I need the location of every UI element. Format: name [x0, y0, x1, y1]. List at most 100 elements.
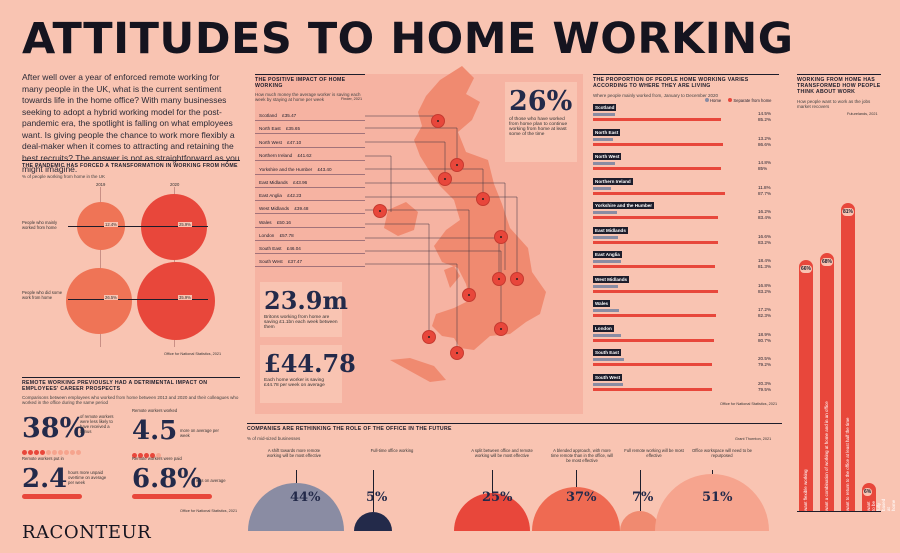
- region-value: £35.47: [282, 113, 297, 118]
- transformed-baseline: [797, 511, 881, 512]
- transformed-bar: [841, 203, 855, 511]
- proportion-sep-bar: [593, 265, 715, 268]
- proportion-home-value: 13.2%: [758, 135, 772, 141]
- stat-box-percent: 26% of those who have worked from home p…: [505, 82, 577, 162]
- positive-header: THE POSITIVE IMPACT OF HOME WORKING: [255, 74, 365, 89]
- office-label: Office workspace will need to be repurpo…: [692, 448, 752, 458]
- pin-north-west: [438, 172, 452, 186]
- region-row-west-midlands: West Midlands £39.48: [255, 203, 365, 214]
- stat-bonus-text: of remote workers were less likely to ha…: [80, 414, 114, 434]
- office-leader-line: [640, 470, 641, 511]
- pin-north-east: [450, 158, 464, 172]
- transformed-bar: [820, 252, 834, 511]
- region-row-north-west: North West £47.10: [255, 137, 365, 148]
- stat-pay-bar: [132, 494, 212, 499]
- pin-scotland: [431, 114, 445, 128]
- transformed-header-wrap: WORKING FROM HOME HAS TRANSFORMED HOW PE…: [797, 74, 881, 109]
- office-label: Full remote working will be most effecti…: [624, 448, 684, 458]
- stat-pounds-text: Each home worker is saving £44.78 per we…: [264, 378, 325, 388]
- stat-overtime-value: 2.4: [22, 464, 68, 494]
- region-value: £57.78: [279, 233, 294, 238]
- southwest-shape: [390, 358, 446, 382]
- region-value: £42.23: [287, 193, 302, 198]
- pin-wales: [422, 330, 436, 344]
- region-row-south-east: South East £46.04: [255, 243, 365, 254]
- proportion-sep-bar: [593, 338, 715, 342]
- career-section: REMOTE WORKING PREVIOUSLY HAD A DETRIMEN…: [22, 377, 240, 405]
- region-name: East Anglia: [259, 193, 282, 198]
- proportion-legend: Home Separate from home: [705, 98, 772, 103]
- region-row-east-midlands: East Midlands £43.96: [255, 177, 365, 188]
- proportion-region-label: Wales: [593, 300, 611, 307]
- stat-millions-value: 23.9m: [264, 286, 348, 315]
- proportion-sep-value: 82.3%: [758, 313, 772, 318]
- proportion-sep-value: 80.7%: [758, 337, 772, 343]
- legend-sep-label: Separate from home: [733, 98, 772, 103]
- office-value: 37%: [566, 490, 597, 505]
- positive-source: Finder, 2021: [341, 97, 363, 101]
- row-line-mainly: [68, 226, 208, 227]
- positive-header-wrap: THE POSITIVE IMPACT OF HOME WORKING How …: [255, 74, 365, 102]
- proportion-region-label: North East: [593, 128, 621, 136]
- stat-overtime-label: Remote workers put in: [22, 456, 64, 461]
- intro-text: After well over a year of enforced remot…: [22, 72, 240, 174]
- proportion-home-bar: [593, 260, 621, 263]
- office-semicircle: [354, 512, 392, 531]
- row-label-some: People who did some work from home: [22, 290, 63, 300]
- career-subtitle: Comparisons between employees who worked…: [22, 395, 239, 405]
- region-value: £43.40: [317, 167, 332, 172]
- year-2019: 2019: [96, 182, 106, 187]
- office-value: 5%: [366, 490, 388, 505]
- legend-sep-swatch: [728, 98, 733, 102]
- region-row-northern-ireland: Northern Ireland £41.62: [255, 150, 365, 161]
- stat-millions-text: Britons working from home are saving £1.…: [264, 315, 338, 330]
- region-name: London: [259, 233, 275, 238]
- proportion-sep-value: 85%: [758, 166, 768, 171]
- region-row-north-east: North East £35.65: [255, 123, 365, 134]
- stat-bonus-value: 38%: [22, 413, 86, 444]
- region-name: Wales: [259, 220, 272, 225]
- transformed-bar-label: want a combination of working at home an…: [824, 401, 829, 511]
- page-title: ATTITUDES TO HOME WORKING: [22, 14, 794, 64]
- proportion-home-value: 14.8%: [758, 160, 772, 165]
- transformed-bar-value: 66%: [800, 265, 813, 274]
- career-header: REMOTE WORKING PREVIOUSLY HAD A DETRIMEN…: [22, 377, 240, 392]
- stat-pounds-value: £44.78: [264, 349, 356, 378]
- region-value: £43.96: [293, 180, 308, 185]
- region-row-london: London £57.78: [255, 230, 365, 241]
- proportion-sep-value: 83.4%: [758, 215, 772, 220]
- pin-south-west: [450, 346, 464, 360]
- proportion-sep-bar: [593, 191, 725, 195]
- stat-overtime-text: hours more unpaid overtime on average pe…: [68, 470, 107, 485]
- proportion-home-bar: [593, 113, 615, 116]
- row-line-some: [68, 299, 208, 300]
- stat-pay-value: 6.8%: [132, 464, 202, 494]
- region-row-yorkshire: Yorkshire and the Humber £43.40: [255, 164, 365, 175]
- proportion-region-label: Yorkshire and the Humber: [593, 202, 655, 209]
- office-value: 25%: [482, 490, 513, 505]
- office-leader-line: [296, 470, 297, 483]
- office-leader-line: [373, 470, 374, 512]
- stat-hours-label: Remote workers worked: [132, 408, 178, 413]
- proportion-home-bar: [593, 186, 611, 190]
- proportion-home-bar: [593, 309, 619, 312]
- proportion-region-label: London: [593, 324, 614, 332]
- region-value: £46.04: [286, 246, 301, 251]
- stat-percent-value: 26%: [509, 86, 573, 117]
- proportion-home-value: 16.8%: [758, 282, 772, 288]
- proportion-sep-bar: [593, 314, 717, 317]
- bubble-2020-some: [137, 262, 215, 340]
- proportion-sep-bar: [593, 142, 723, 146]
- proportion-sep-value: 79.5%: [758, 386, 772, 392]
- region-value: £50.16: [276, 220, 291, 225]
- office-source: Grant Thornton, 2021: [735, 437, 772, 441]
- divider-2019: [100, 187, 101, 347]
- region-row-east-anglia: East Anglia £42.23: [255, 190, 365, 201]
- pin-south-east: [494, 322, 508, 336]
- office-label: Full-time office working: [370, 448, 414, 453]
- proportion-sep-value: 87.7%: [758, 190, 772, 196]
- office-leader-line: [712, 470, 713, 474]
- transformed-bar-label: want to return to the office at least ha…: [845, 417, 850, 511]
- transformed-bar: [799, 260, 813, 511]
- proportion-home-bar: [593, 235, 618, 239]
